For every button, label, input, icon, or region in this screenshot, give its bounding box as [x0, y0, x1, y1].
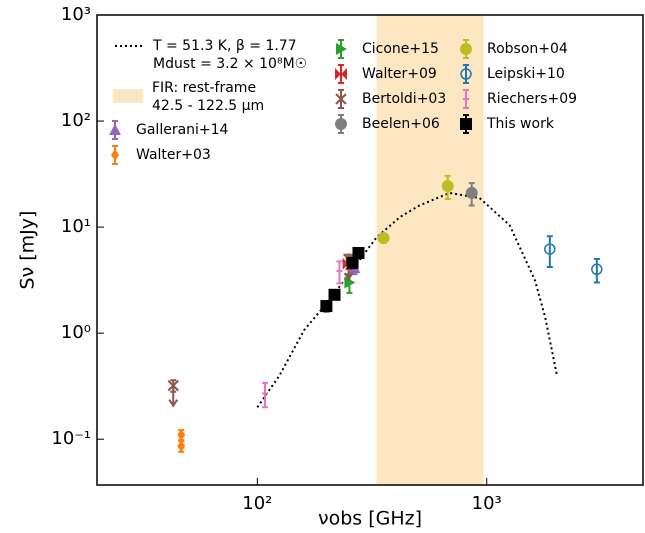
- x-axis-label: νobs [GHz]: [318, 508, 422, 530]
- data-point: [346, 256, 359, 269]
- data-point: [167, 379, 179, 392]
- legend-marker: [460, 118, 472, 130]
- data-point: [544, 243, 556, 255]
- legend-label: FIR: rest-frame: [152, 80, 256, 96]
- legend-label: Gallerani+14: [136, 122, 229, 138]
- legend-label: T = 51.3 K, β = 1.77: [152, 38, 297, 54]
- legend-label: 42.5 - 122.5 μm: [152, 98, 264, 114]
- data-point: [328, 288, 341, 301]
- x-tick-label: 10²: [242, 493, 272, 514]
- fir-band: [376, 15, 484, 485]
- legend-label: Cicone+15: [362, 41, 439, 57]
- data-point: [344, 276, 356, 289]
- error-bar: [336, 260, 343, 285]
- legend-label: Riechers+09: [487, 91, 577, 107]
- legend-label: Bertoldi+03: [362, 91, 446, 107]
- legend-label: Walter+03: [136, 147, 211, 163]
- legend-marker: [335, 93, 347, 105]
- data-point: [377, 231, 390, 244]
- legend-error-bar: [463, 64, 469, 84]
- y-tick-label: 10⁻¹: [51, 428, 91, 449]
- y-tick-label: 10²: [61, 110, 91, 131]
- x-tick-label: 10³: [472, 493, 502, 514]
- data-point: [177, 440, 186, 453]
- data-point: [320, 300, 333, 313]
- upper-limit-arrow: [168, 385, 179, 408]
- error-bar: [262, 381, 269, 409]
- data-point: [441, 180, 454, 193]
- legend-marker: [109, 124, 121, 135]
- model-curve: [256, 191, 558, 408]
- legend-marker: [335, 118, 347, 130]
- data-point: [591, 263, 603, 276]
- data-point: [465, 186, 478, 199]
- y-tick-label: 10⁰: [61, 322, 91, 343]
- plot-frame: [96, 14, 644, 486]
- legend-label: Robson+04: [487, 41, 568, 57]
- data-point: [177, 428, 186, 441]
- legend-marker: [460, 43, 472, 55]
- legend-label: Leipski+10: [487, 66, 565, 82]
- error-bar: [593, 258, 600, 284]
- legend-band-swatch: [113, 89, 143, 103]
- legend-label: This work: [486, 116, 555, 132]
- legend-label: Walter+09: [362, 66, 437, 82]
- y-axis-label: Sν [mJy]: [17, 211, 39, 290]
- error-bar: [546, 235, 553, 269]
- data-point: [352, 246, 365, 259]
- legend-marker: [335, 68, 347, 80]
- legend-label: Mdust = 3.2 × 10⁸M☉: [153, 56, 307, 72]
- legend-marker: [460, 68, 472, 80]
- legend-label: Beelen+06: [362, 116, 440, 132]
- y-tick-label: 10¹: [61, 216, 91, 237]
- legend-marker: [336, 43, 347, 55]
- y-tick-label: 10³: [61, 4, 91, 25]
- legend-marker: [111, 149, 119, 161]
